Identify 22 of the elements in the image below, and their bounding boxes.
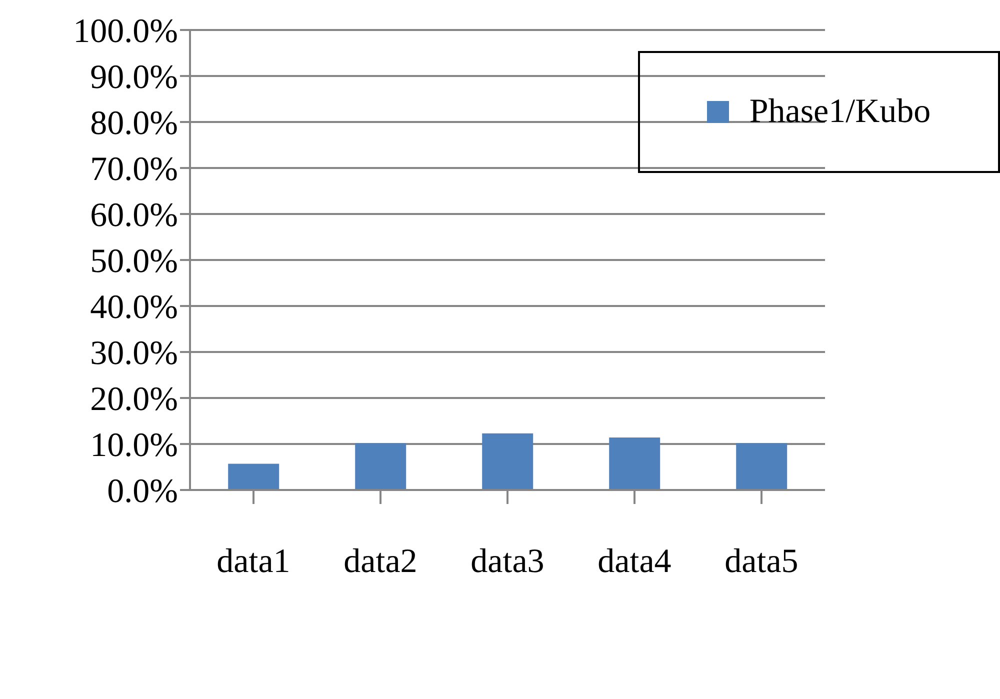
y-tick-label: 60.0% — [90, 197, 178, 234]
y-tick-label: 50.0% — [90, 243, 178, 280]
bar — [228, 464, 280, 490]
bar — [355, 443, 406, 490]
bar — [482, 433, 534, 490]
x-tick-label: data2 — [344, 543, 418, 580]
y-tick-label: 90.0% — [90, 59, 178, 96]
x-tick-label: data1 — [216, 543, 290, 580]
bar — [609, 438, 660, 490]
x-tick-label: data3 — [470, 543, 544, 580]
y-tick-label: 0.0% — [107, 473, 178, 510]
y-tick-label: 20.0% — [90, 381, 178, 418]
y-tick-label: 80.0% — [90, 105, 178, 142]
x-tick-label: data4 — [598, 543, 672, 580]
y-tick-label: 70.0% — [90, 151, 178, 188]
bar — [736, 443, 788, 490]
y-tick-label: 30.0% — [90, 335, 178, 372]
y-tick-label: 40.0% — [90, 289, 178, 326]
legend-label: Phase1/Kubo — [749, 93, 931, 131]
y-tick-label: 100.0% — [73, 13, 178, 50]
y-tick-label: 10.0% — [90, 427, 178, 464]
x-tick-label: data5 — [724, 543, 798, 580]
